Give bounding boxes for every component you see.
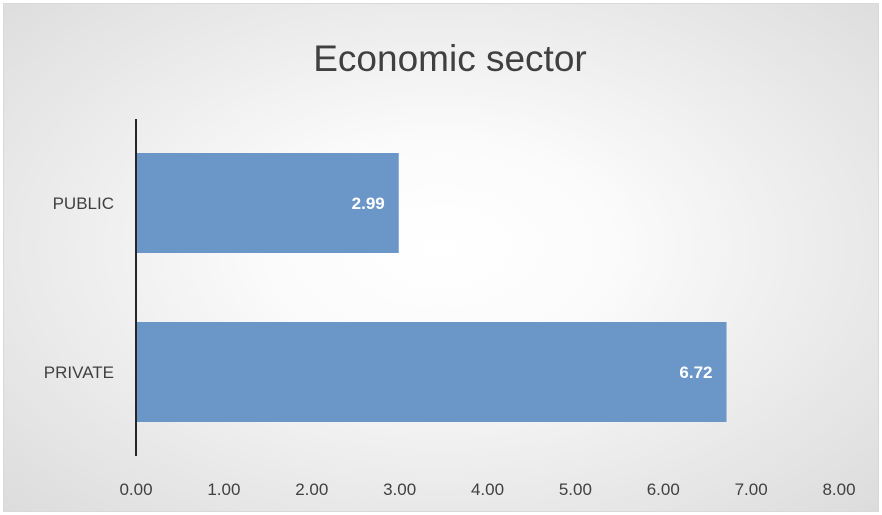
x-tick-label: 1.00 [207, 480, 240, 499]
x-tick-label: 0.00 [119, 480, 152, 499]
x-tick-label: 5.00 [559, 480, 592, 499]
chart-title: Economic sector [313, 38, 587, 79]
chart-area: Economic sector 2.99 PUBLIC 6.72 PRIVATE 0.… [3, 3, 879, 512]
data-label-private: 6.72 [679, 363, 712, 382]
bar-chart: Economic sector 2.99 PUBLIC 6.72 PRIVATE 0.… [44, 38, 856, 499]
x-tick-label: 2.00 [295, 480, 328, 499]
x-tick-label: 8.00 [822, 480, 855, 499]
category-label-public: PUBLIC [53, 194, 114, 213]
bars-layer [136, 153, 727, 422]
x-tick-label: 3.00 [383, 480, 416, 499]
bar-public [136, 153, 399, 253]
category-label-private: PRIVATE [44, 363, 114, 382]
x-tick-label: 6.00 [647, 480, 680, 499]
x-tick-label: 4.00 [471, 480, 504, 499]
data-label-public: 2.99 [352, 194, 385, 213]
labels-layer: 2.99 PUBLIC 6.72 PRIVATE [44, 194, 713, 382]
x-axis-ticks: 0.00 1.00 2.00 3.00 4.00 5.00 6.00 7.00 8.00 [119, 480, 855, 499]
bar-private [136, 322, 727, 422]
x-tick-label: 7.00 [735, 480, 768, 499]
